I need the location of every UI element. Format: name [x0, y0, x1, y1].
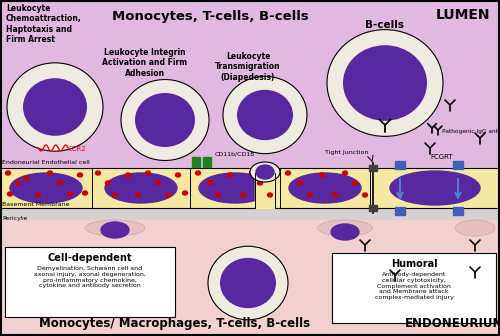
Ellipse shape	[36, 193, 41, 197]
Ellipse shape	[455, 220, 495, 236]
Ellipse shape	[24, 176, 28, 180]
Ellipse shape	[78, 173, 82, 177]
Ellipse shape	[390, 171, 480, 205]
Bar	[255, 168, 275, 208]
Text: Leukocyte
Transmigration
(Diapedesis): Leukocyte Transmigration (Diapedesis)	[215, 52, 281, 82]
Ellipse shape	[318, 220, 372, 236]
Ellipse shape	[320, 173, 324, 177]
Ellipse shape	[10, 173, 82, 203]
Ellipse shape	[327, 30, 443, 136]
Text: Basement Membrane: Basement Membrane	[2, 202, 70, 207]
Ellipse shape	[258, 181, 262, 185]
Text: Pericyte: Pericyte	[2, 216, 27, 221]
Ellipse shape	[48, 171, 52, 175]
Text: Monocytes, T-cells, B-cells: Monocytes, T-cells, B-cells	[112, 10, 308, 23]
Ellipse shape	[250, 162, 280, 182]
Ellipse shape	[268, 193, 272, 197]
Ellipse shape	[342, 171, 347, 175]
Text: Cell-dependent: Cell-dependent	[48, 253, 132, 263]
Ellipse shape	[135, 93, 195, 147]
Ellipse shape	[85, 220, 145, 236]
Text: Leukocyte
Chemoattraction,
Haptotaxis and
Firm Arrest: Leukocyte Chemoattraction, Haptotaxis an…	[6, 4, 82, 44]
Ellipse shape	[105, 173, 177, 203]
Text: Pathogenic IgG antibodies: Pathogenic IgG antibodies	[442, 129, 500, 134]
Text: Humoral: Humoral	[390, 259, 438, 269]
Ellipse shape	[208, 181, 212, 185]
Ellipse shape	[23, 78, 87, 136]
Bar	[453, 161, 463, 169]
Text: CCR2: CCR2	[68, 146, 86, 152]
Ellipse shape	[182, 191, 188, 195]
Ellipse shape	[308, 193, 312, 197]
Ellipse shape	[223, 76, 307, 154]
Ellipse shape	[106, 181, 110, 185]
Ellipse shape	[112, 193, 117, 197]
Ellipse shape	[237, 90, 293, 140]
Text: FCGRT: FCGRT	[430, 154, 452, 160]
Ellipse shape	[176, 173, 180, 177]
Ellipse shape	[121, 80, 209, 161]
Text: Demyelination, Schwann cell and
axonal injury, axonal degeneration,
pro-inflamma: Demyelination, Schwann cell and axonal i…	[34, 266, 146, 288]
Ellipse shape	[240, 193, 246, 197]
Bar	[0, 215, 500, 336]
Ellipse shape	[126, 173, 130, 177]
Text: CD11b/CD18: CD11b/CD18	[215, 151, 255, 156]
Ellipse shape	[343, 45, 427, 121]
Bar	[369, 165, 377, 171]
Bar	[453, 207, 463, 215]
Text: Leukocyte Integrin
Activation and Firm
Adhesion: Leukocyte Integrin Activation and Firm A…	[102, 48, 188, 78]
Text: Tight Junction: Tight Junction	[324, 150, 368, 155]
Ellipse shape	[146, 171, 150, 175]
Ellipse shape	[16, 181, 20, 185]
Text: LUMEN: LUMEN	[436, 8, 490, 22]
Ellipse shape	[156, 181, 160, 185]
Ellipse shape	[216, 193, 220, 197]
Bar	[0, 168, 500, 208]
Text: Monocytes/ Macrophages, T-cells, B-cells: Monocytes/ Macrophages, T-cells, B-cells	[40, 317, 310, 330]
Bar	[395, 207, 405, 215]
Ellipse shape	[199, 173, 271, 203]
Ellipse shape	[96, 171, 100, 175]
Ellipse shape	[331, 224, 359, 240]
FancyBboxPatch shape	[332, 253, 496, 323]
Ellipse shape	[362, 193, 368, 197]
Ellipse shape	[68, 192, 72, 196]
Ellipse shape	[136, 193, 140, 197]
Text: ENDONEURIUM: ENDONEURIUM	[405, 317, 500, 330]
Bar	[395, 161, 405, 169]
Ellipse shape	[8, 192, 12, 196]
Bar	[0, 0, 500, 215]
Ellipse shape	[256, 165, 274, 179]
Ellipse shape	[208, 246, 288, 320]
Ellipse shape	[101, 222, 129, 238]
Ellipse shape	[298, 181, 302, 185]
Ellipse shape	[332, 193, 338, 197]
Bar	[0, 207, 500, 219]
Text: Antibody-dependent
cellular cytotoxicity,
Complement activation
and Membrane att: Antibody-dependent cellular cytotoxicity…	[374, 272, 454, 300]
Ellipse shape	[58, 181, 62, 185]
Ellipse shape	[228, 173, 232, 177]
Ellipse shape	[6, 171, 10, 175]
Ellipse shape	[289, 173, 361, 203]
Ellipse shape	[196, 171, 200, 175]
Text: Endoneurial Endothelial cell: Endoneurial Endothelial cell	[2, 160, 90, 165]
Ellipse shape	[166, 193, 170, 197]
Ellipse shape	[250, 171, 254, 175]
Ellipse shape	[352, 181, 358, 185]
Text: B-cells: B-cells	[366, 20, 405, 30]
Bar	[369, 205, 377, 211]
FancyBboxPatch shape	[5, 247, 175, 317]
Ellipse shape	[286, 171, 290, 175]
Ellipse shape	[220, 258, 276, 308]
Ellipse shape	[82, 191, 87, 195]
Ellipse shape	[7, 63, 103, 151]
Bar	[0, 168, 500, 208]
Bar	[203, 157, 211, 167]
Bar	[192, 157, 200, 167]
